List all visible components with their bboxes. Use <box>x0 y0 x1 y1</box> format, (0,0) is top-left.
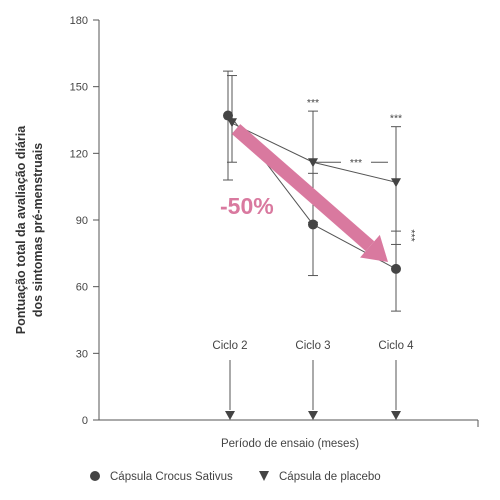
legend-circle-marker <box>90 471 100 481</box>
legend: Cápsula Crocus Sativus Cápsula de placeb… <box>90 471 381 483</box>
cycle-marker-triangle <box>225 411 235 420</box>
y-axis-label-line2: dos sintomas pré-menstruais <box>31 143 45 317</box>
plot-area: *** *** *** *** -50% <box>220 70 417 312</box>
data-point-crocus <box>223 110 233 121</box>
significance-label: *** <box>405 229 417 241</box>
data-point-crocus <box>391 263 401 274</box>
data-point-placebo <box>308 158 318 168</box>
reduction-annotation: -50% <box>220 193 274 219</box>
axes: 0 30 60 90 120 150 180 Ciclo 2 Ciclo 3 Ciclo 4 <box>70 15 479 427</box>
y-tick-label: 0 <box>82 415 88 427</box>
x-axis-label: Período de ensaio (meses) <box>221 438 359 450</box>
legend-label-placebo: Cápsula de placebo <box>279 471 381 483</box>
y-tick-label: 60 <box>76 282 88 294</box>
category-label: Ciclo 2 <box>212 340 247 352</box>
significance-label: *** <box>307 97 319 109</box>
y-axis-label-line1: Pontuação total da avaliação diária <box>14 125 28 334</box>
cycle-marker-triangle <box>391 411 401 420</box>
legend-triangle-marker <box>259 471 269 481</box>
reduction-arrow-shaft <box>231 124 375 252</box>
reduction-arrow-head <box>360 234 388 262</box>
significance-label: *** <box>390 113 402 125</box>
y-tick-label: 120 <box>70 148 88 160</box>
cycle-marker-triangle <box>308 411 318 420</box>
data-point-placebo <box>227 118 237 128</box>
significance-label: *** <box>350 157 362 169</box>
data-point-crocus <box>308 219 318 230</box>
y-tick-label: 180 <box>70 15 88 27</box>
data-point-placebo <box>391 178 401 188</box>
category-label: Ciclo 3 <box>295 340 330 352</box>
y-tick-label: 30 <box>76 348 88 360</box>
legend-label-crocus: Cápsula Crocus Sativus <box>110 471 233 483</box>
category-label: Ciclo 4 <box>378 340 414 352</box>
y-tick-label: 90 <box>76 215 88 227</box>
y-tick-label: 150 <box>70 82 88 94</box>
